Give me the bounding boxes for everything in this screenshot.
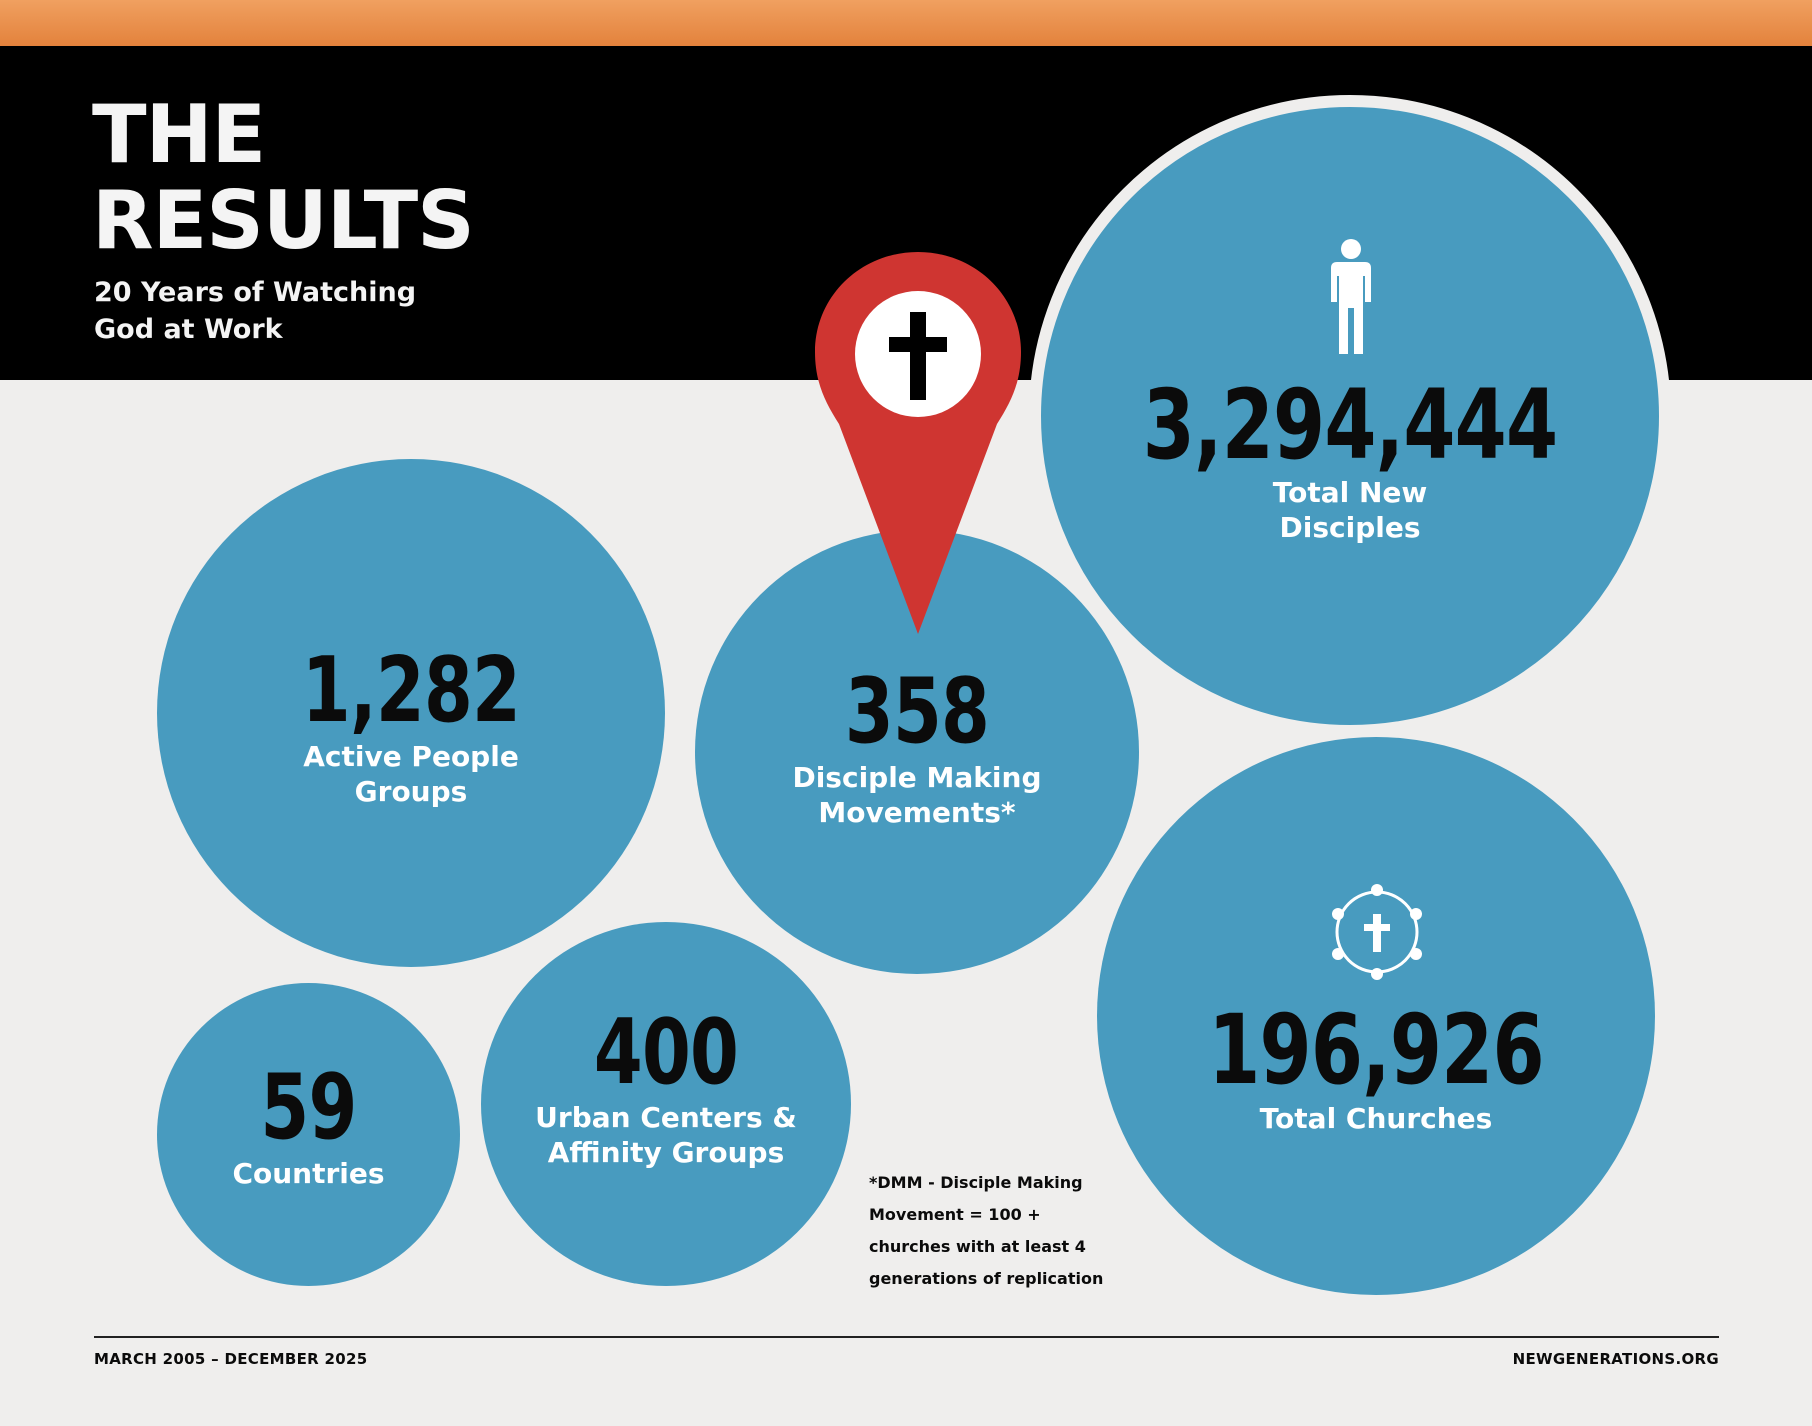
person-icon [1331,239,1371,354]
footer-date-range: MARCH 2005 – DECEMBER 2025 [94,1350,368,1368]
top-accent-bar [0,0,1812,46]
stat-label-people-groups-line2: Groups [354,775,468,808]
stat-circle-urban: 400 Urban Centers & Affinity Groups [481,922,851,1286]
stat-value-dmm: 358 [844,659,990,764]
footnote-line-1: *DMM - Disciple Making [869,1173,1083,1192]
stat-circle-disciples: 3,294,444 Total New Disciples [1029,95,1671,737]
page-subtitle: 20 Years of Watching God at Work [94,274,416,348]
subtitle-line-1: 20 Years of Watching [94,277,417,308]
stat-value-churches: 196,926 [1208,994,1544,1106]
stat-label-dmm-line2: Movements* [818,796,1016,829]
stat-label-people-groups-line1: Active People [303,740,519,773]
stat-circle-churches: 196,926 Total Churches [1097,737,1655,1295]
stat-value-people-groups: 1,282 [301,638,521,743]
title-line-1: THE [92,88,266,181]
dmm-footnote: *DMM - Disciple Making Movement = 100 + … [869,1167,1129,1295]
location-pin-cross-icon [815,252,1021,634]
footer-divider [94,1336,1719,1338]
stat-label-urban-line1: Urban Centers & [535,1101,797,1134]
stat-value-urban: 400 [593,1000,739,1105]
stat-label-churches: Total Churches [1259,1102,1493,1135]
stat-label-countries: Countries [232,1157,385,1190]
stat-circle-countries: 59 Countries [157,983,460,1286]
stat-label-disciples-line1: Total New [1272,476,1428,509]
footer-website: NEWGENERATIONS.ORG [1512,1350,1719,1368]
stat-label-urban-line2: Affinity Groups [547,1136,785,1169]
page-title: THE RESULTS [92,88,475,267]
footnote-line-4: generations of replication [869,1269,1104,1288]
stat-value-countries: 59 [260,1055,357,1160]
footnote-line-3: churches with at least 4 [869,1237,1086,1256]
stat-circle-dmm: 358 Disciple Making Movements* [695,530,1139,974]
stat-label-dmm-line1: Disciple Making [792,761,1042,794]
subtitle-line-2: God at Work [94,314,283,345]
stat-circle-people-groups: 1,282 Active People Groups [157,459,665,967]
stat-label-disciples-line2: Disciples [1279,511,1421,544]
stat-value-disciples: 3,294,444 [1142,369,1558,481]
church-circle-cross-icon [1332,884,1422,980]
footnote-line-2: Movement = 100 + [869,1205,1041,1224]
title-line-2: RESULTS [92,174,475,267]
